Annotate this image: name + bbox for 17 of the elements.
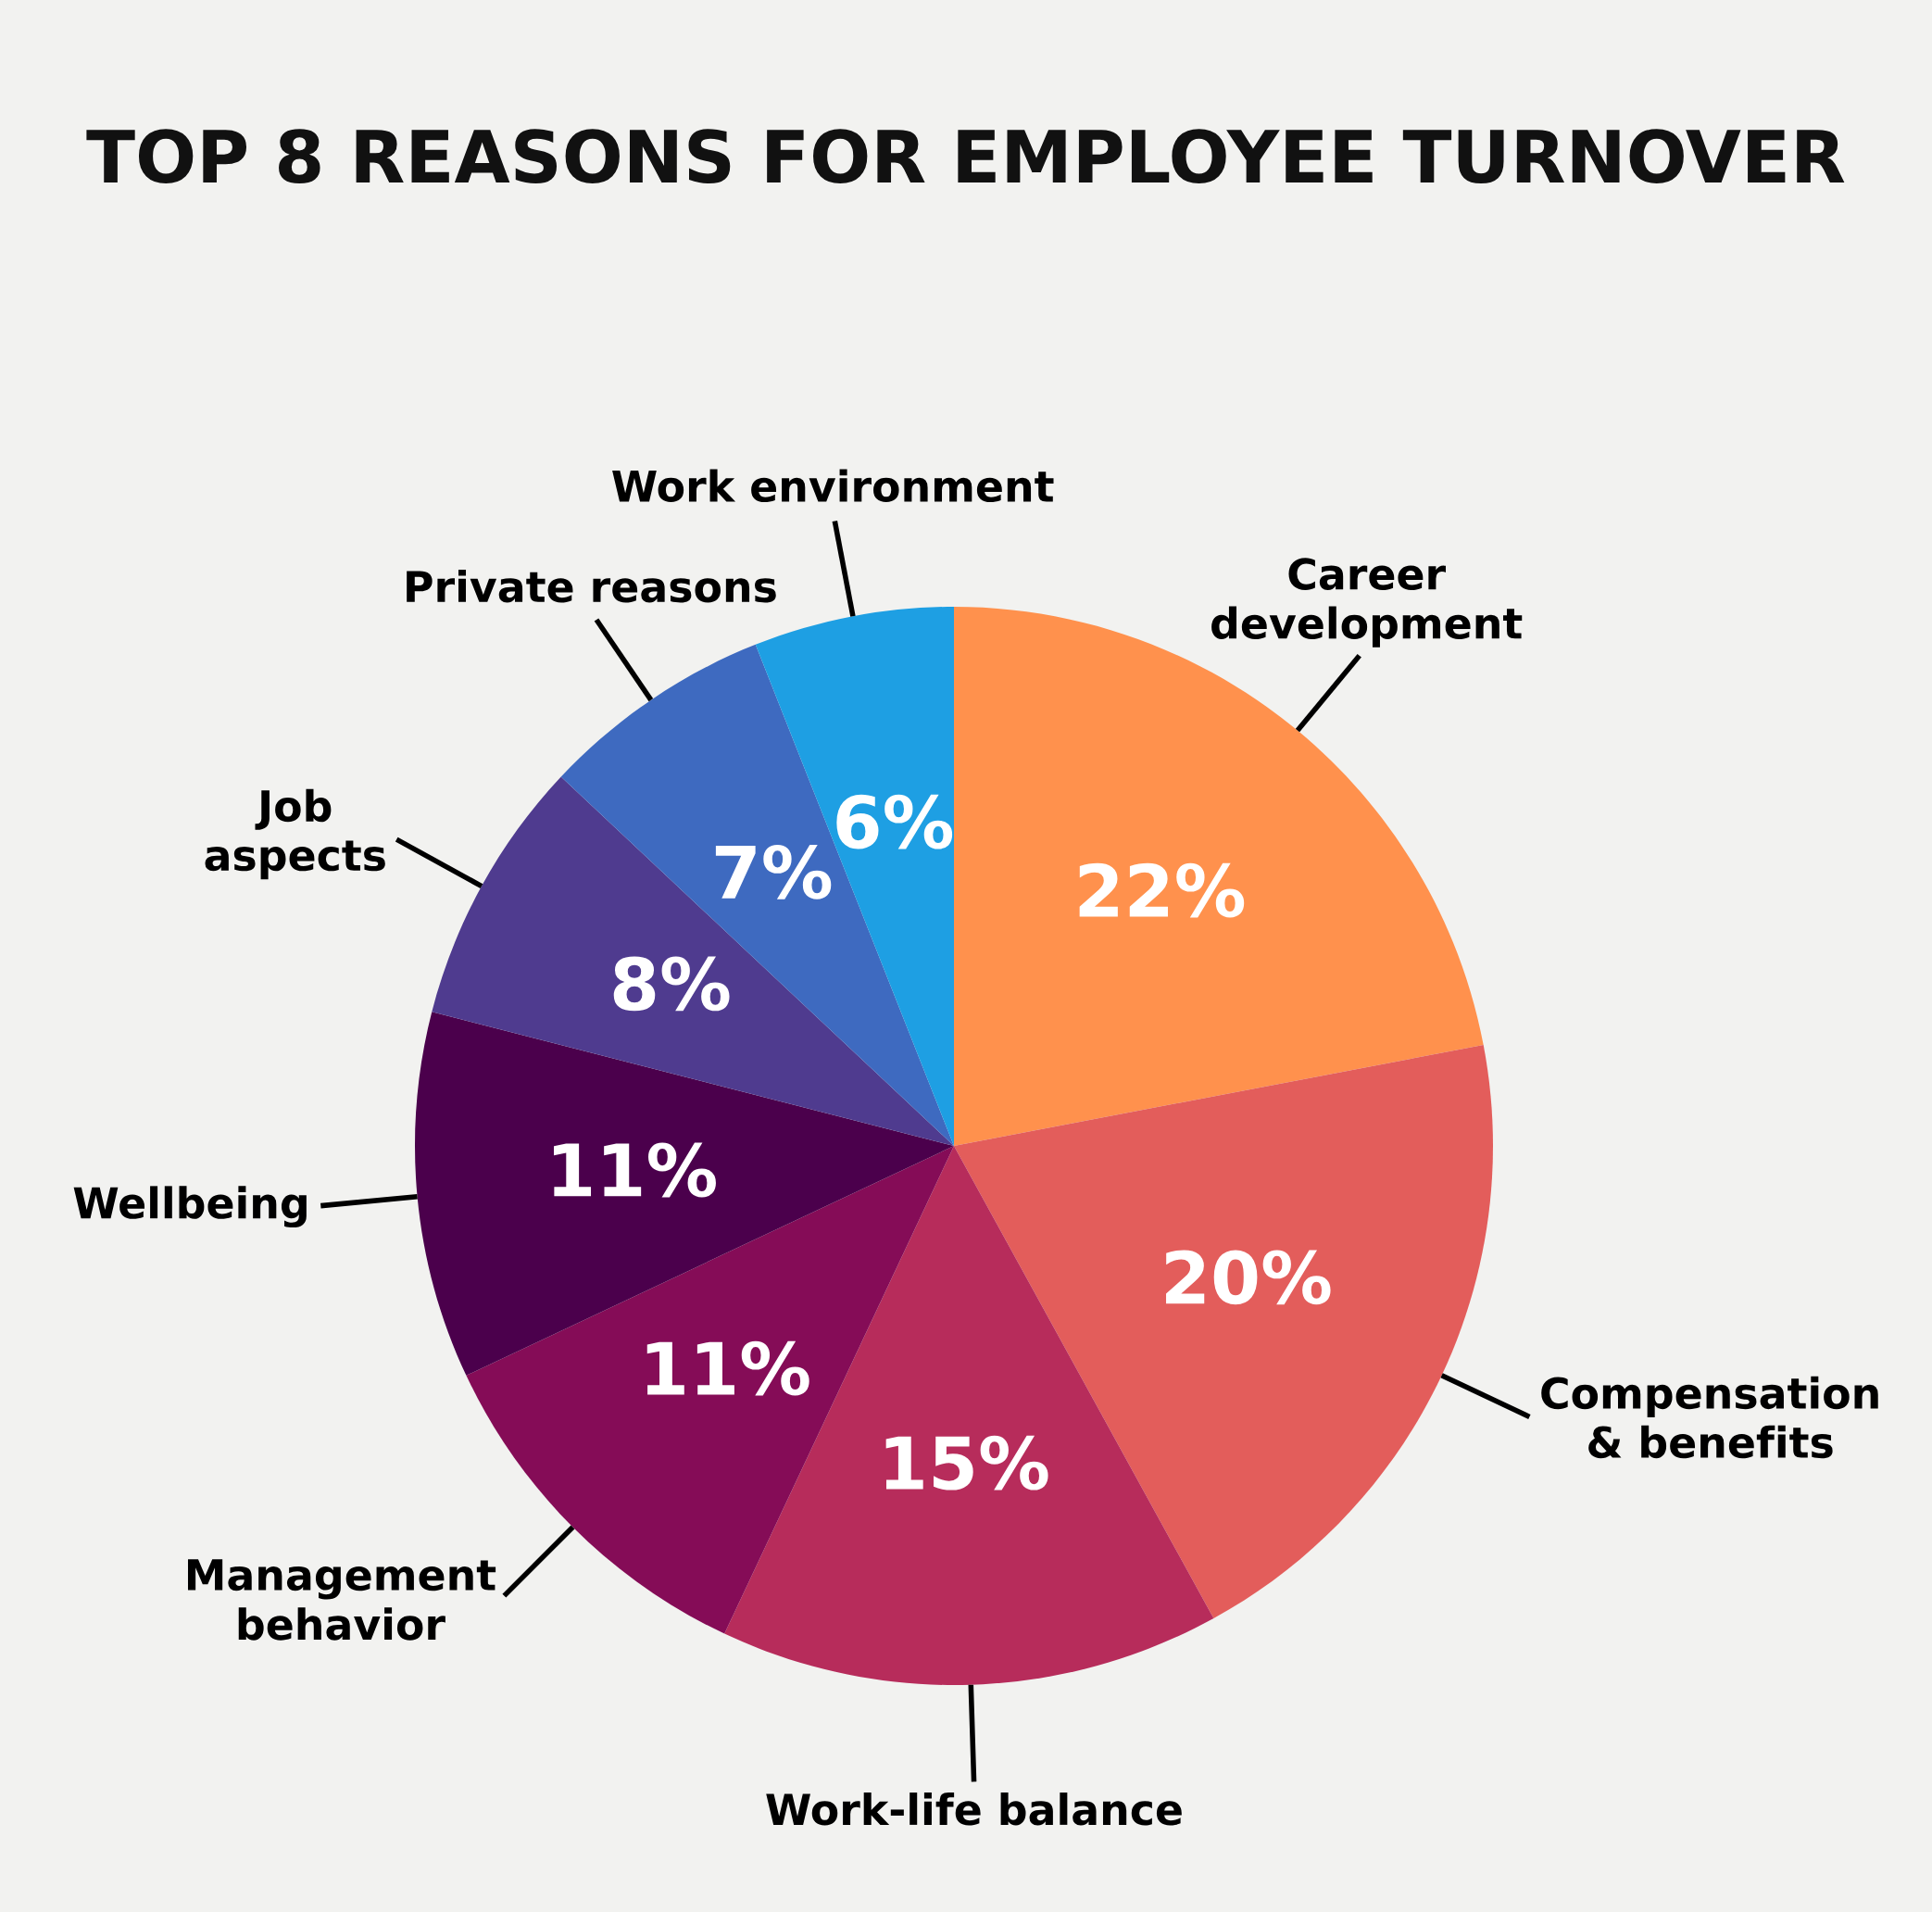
slice-label: Work environment: [612, 469, 1054, 503]
data-label: 6%: [836, 794, 953, 849]
slice-label: Private reasons: [407, 570, 776, 603]
data-label: 7%: [715, 844, 832, 899]
data-label: 8%: [613, 956, 730, 1012]
slice-label: Job aspects: [205, 788, 385, 880]
chart-title: TOP 8 REASONS FOR EMPLOYEE TURNOVER: [86, 129, 1845, 184]
data-label: 20%: [1166, 1250, 1331, 1305]
data-label: 15%: [885, 1435, 1048, 1491]
slice-label: Wellbeing: [73, 1186, 307, 1228]
slice-label: Compensation & benefits: [1541, 1376, 1878, 1459]
slice-label: Career development: [1211, 558, 1523, 648]
slice-label: Management behavior: [187, 1559, 496, 1641]
data-label: 22%: [1079, 862, 1245, 918]
slice-label: Work-life balance: [766, 1792, 1182, 1826]
data-label: 11%: [646, 1340, 809, 1396]
data-label: 11%: [554, 1142, 716, 1198]
